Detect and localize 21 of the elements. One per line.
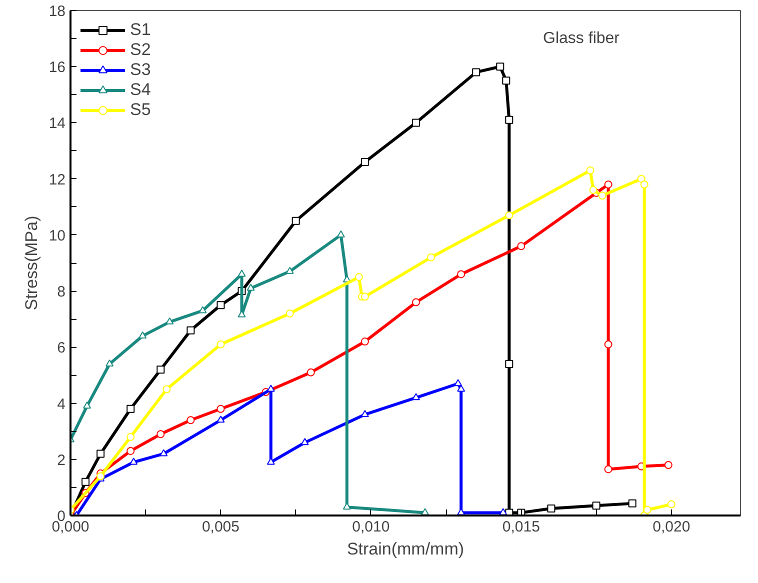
x-tick-label: 0,015 bbox=[502, 518, 540, 536]
legend-label: S1 bbox=[130, 20, 151, 40]
y-tick-label: 2 bbox=[57, 452, 66, 469]
x-axis-title: Strain(mm/mm) bbox=[346, 540, 464, 558]
y-tick-label: 8 bbox=[57, 284, 66, 301]
y-tick-label: 16 bbox=[48, 59, 66, 76]
legend-label: S4 bbox=[130, 80, 151, 100]
y-axis-title: Stress(MPa) bbox=[22, 216, 41, 310]
text: Glass fiber bbox=[543, 30, 620, 48]
y-tick-label: 10 bbox=[48, 227, 66, 244]
legend-label: S3 bbox=[130, 60, 151, 80]
x-tick-label: 0,010 bbox=[352, 518, 390, 536]
y-tick-label: 14 bbox=[48, 115, 66, 132]
y-tick-label: 18 bbox=[48, 3, 66, 20]
legend-label: S5 bbox=[130, 100, 151, 120]
x-tick-label: 0,020 bbox=[652, 518, 690, 536]
x-tick-label: 0,005 bbox=[202, 518, 240, 536]
legend-label: S2 bbox=[130, 40, 151, 60]
y-tick-label: 6 bbox=[57, 340, 66, 357]
y-tick-label: 12 bbox=[48, 171, 66, 188]
y-tick-label: 4 bbox=[57, 396, 66, 413]
